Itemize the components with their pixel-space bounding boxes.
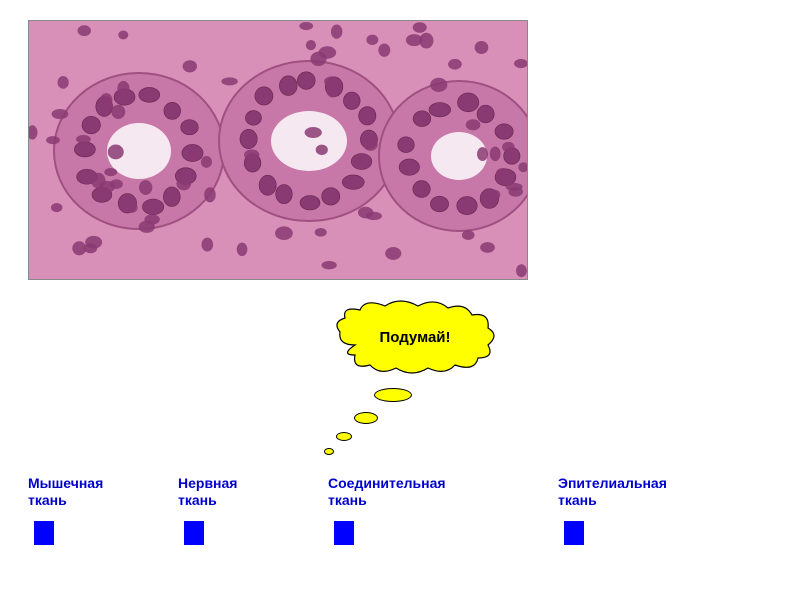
option-label: Соединительная ткань (328, 475, 446, 509)
option-checkbox[interactable] (564, 521, 584, 545)
option-3: Эпителиальная ткань (558, 475, 728, 545)
thought-trail-dot (354, 412, 378, 424)
option-checkbox[interactable] (334, 521, 354, 545)
option-checkbox[interactable] (34, 521, 54, 545)
thought-bubble: Подумай! (310, 300, 510, 470)
tissue-svg (29, 21, 528, 280)
option-label: Эпителиальная ткань (558, 475, 667, 509)
option-2: Соединительная ткань (328, 475, 508, 545)
option-label: Нервная ткань (178, 475, 237, 509)
thought-text: Подумай! (330, 300, 500, 375)
option-0: Мышечная ткань (28, 475, 168, 545)
option-checkbox[interactable] (184, 521, 204, 545)
thought-trail-dot (324, 448, 334, 455)
thought-trail-dot (374, 388, 412, 402)
option-label: Мышечная ткань (28, 475, 103, 509)
thought-cloud: Подумай! (330, 300, 500, 375)
thought-trail-dot (336, 432, 352, 441)
histology-micrograph (28, 20, 528, 280)
option-1: Нервная ткань (178, 475, 308, 545)
